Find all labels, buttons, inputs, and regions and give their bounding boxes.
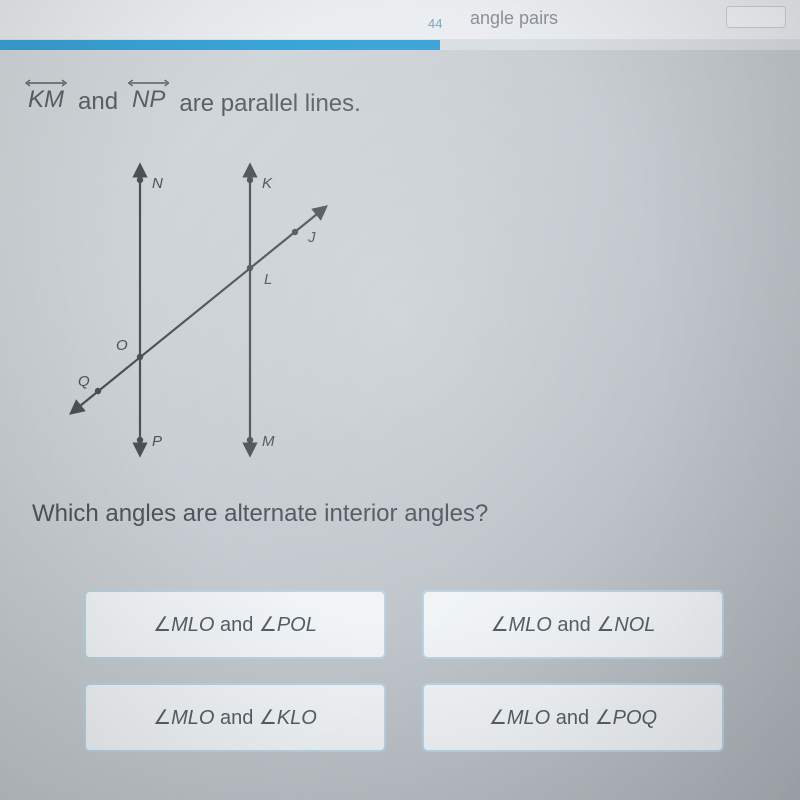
- angle-icon: ∠: [259, 707, 277, 729]
- question-text: Which angles are alternate interior angl…: [32, 500, 488, 528]
- option-angle-1: MLO: [171, 614, 214, 636]
- option-angle-1: MLO: [171, 707, 214, 729]
- option-c[interactable]: ∠MLO and ∠KLO: [84, 683, 386, 752]
- header-title-fragment: angle pairs: [470, 8, 558, 29]
- line-symbol-np: NP: [132, 86, 165, 114]
- option-angle-2: POL: [277, 614, 317, 636]
- angle-icon: ∠: [153, 614, 171, 636]
- option-b[interactable]: ∠MLO and ∠NOL: [422, 590, 724, 659]
- angle-icon: ∠: [596, 614, 614, 636]
- option-angle-2: KLO: [277, 707, 317, 729]
- statement-conj: and: [78, 86, 118, 116]
- svg-text:K: K: [262, 175, 273, 192]
- option-and: and: [220, 614, 259, 636]
- svg-text:P: P: [152, 433, 162, 450]
- option-angle-1: MLO: [507, 707, 550, 729]
- progress-fill: [0, 40, 440, 50]
- angle-icon: ∠: [259, 614, 277, 636]
- angle-icon: ∠: [595, 707, 613, 729]
- svg-text:N: N: [152, 175, 163, 192]
- line-symbol-km: KM: [28, 86, 64, 114]
- angle-icon: ∠: [491, 614, 509, 636]
- progress-number: 44: [428, 16, 442, 31]
- progress-track: [0, 40, 800, 50]
- svg-text:M: M: [262, 433, 275, 450]
- option-angle-2: POQ: [613, 707, 657, 729]
- option-angle-1: MLO: [509, 614, 552, 636]
- header-badge: [726, 6, 786, 28]
- answer-options: ∠MLO and ∠POL ∠MLO and ∠NOL ∠MLO and ∠KL…: [84, 590, 724, 752]
- statement-rest: are parallel lines.: [179, 86, 360, 118]
- option-angle-2: NOL: [614, 614, 655, 636]
- angle-icon: ∠: [153, 707, 171, 729]
- svg-text:O: O: [116, 337, 128, 354]
- svg-text:L: L: [264, 271, 272, 288]
- angle-icon: ∠: [489, 707, 507, 729]
- geometry-diagram: N K J L O Q P M: [60, 150, 360, 480]
- option-and: and: [557, 614, 596, 636]
- option-and: and: [220, 707, 259, 729]
- option-d[interactable]: ∠MLO and ∠POQ: [422, 683, 724, 752]
- header-bar: [0, 0, 800, 40]
- svg-text:J: J: [307, 229, 316, 246]
- option-a[interactable]: ∠MLO and ∠POL: [84, 590, 386, 659]
- segment-2-label: NP: [132, 86, 165, 113]
- option-and: and: [556, 707, 595, 729]
- segment-1-label: KM: [28, 86, 64, 113]
- svg-text:Q: Q: [78, 373, 90, 390]
- problem-statement: KM and NP are parallel lines.: [28, 86, 361, 118]
